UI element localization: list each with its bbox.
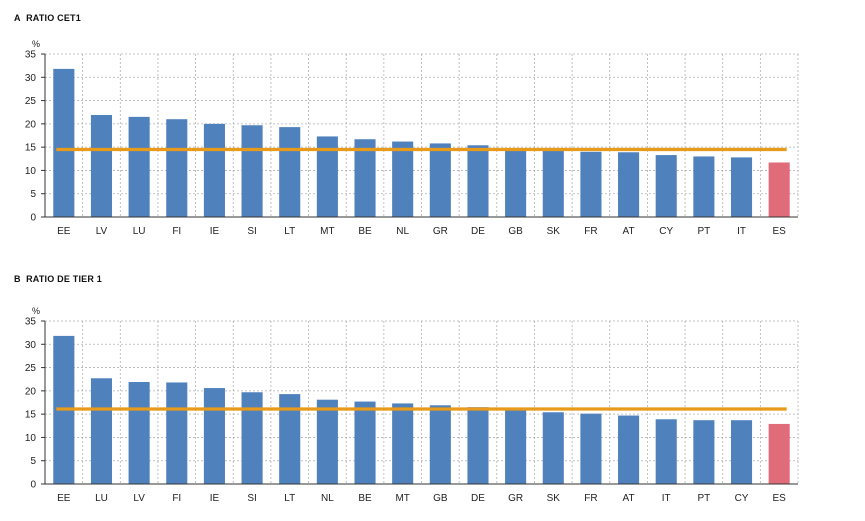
- y-tick-label: 10: [25, 433, 37, 444]
- bar-pt: [693, 420, 715, 484]
- x-tick-label: NL: [321, 493, 334, 504]
- x-tick-label: SI: [247, 226, 256, 237]
- x-tick-label: GR: [508, 493, 523, 504]
- y-tick-label: 15: [25, 143, 37, 154]
- y-tick-label: 35: [25, 50, 37, 61]
- x-tick-label: CY: [659, 226, 673, 237]
- panel-b-title: B RATIO DE TIER 1: [14, 274, 102, 284]
- x-tick-label: LT: [284, 226, 295, 237]
- x-tick-label: GR: [433, 226, 448, 237]
- y-tick-label: 5: [30, 456, 36, 467]
- bar-lv: [128, 382, 150, 484]
- x-tick-label: LU: [95, 493, 108, 504]
- bar-at: [618, 152, 640, 217]
- bar-nl: [316, 399, 338, 484]
- bar-be: [354, 401, 376, 484]
- x-tick-label: SI: [247, 493, 256, 504]
- bar-ie: [203, 388, 225, 484]
- y-tick-label: 30: [25, 340, 37, 351]
- x-tick-label: LV: [96, 226, 108, 237]
- x-tick-label: SK: [547, 493, 561, 504]
- bar-gb: [429, 405, 451, 484]
- x-tick-label: PT: [697, 226, 710, 237]
- y-tick-label: 15: [25, 410, 37, 421]
- x-tick-label: LU: [133, 226, 146, 237]
- x-tick-label: IT: [662, 493, 671, 504]
- x-tick-label: FR: [584, 226, 597, 237]
- panel-a-title: A RATIO CET1: [14, 13, 81, 23]
- y-unit-label: %: [32, 306, 40, 316]
- bar-sk: [542, 412, 564, 484]
- x-tick-label: AT: [623, 226, 635, 237]
- x-tick-label: IE: [210, 493, 220, 504]
- bar-lu: [90, 378, 113, 484]
- bar-lv: [90, 115, 113, 217]
- bar-es: [768, 423, 790, 484]
- bar-fr: [580, 151, 602, 217]
- x-tick-label: ES: [773, 493, 787, 504]
- x-tick-label: GB: [433, 493, 448, 504]
- bar-sk: [542, 149, 564, 217]
- y-tick-label: 25: [25, 363, 37, 374]
- y-tick-label: 10: [25, 166, 37, 177]
- bar-mt: [316, 136, 338, 217]
- x-tick-label: LV: [133, 493, 145, 504]
- bar-fi: [166, 382, 188, 484]
- bar-it: [655, 419, 677, 484]
- bar-lu: [128, 116, 150, 217]
- x-tick-label: DE: [471, 226, 485, 237]
- y-tick-label: 25: [25, 96, 37, 107]
- y-tick-label: 35: [25, 317, 37, 328]
- bar-fi: [166, 119, 188, 217]
- x-tick-label: GB: [508, 226, 523, 237]
- bar-de: [467, 145, 489, 217]
- bar-nl: [392, 141, 414, 217]
- bar-ie: [203, 123, 225, 217]
- bar-gr: [429, 143, 451, 217]
- x-tick-label: BE: [358, 226, 372, 237]
- bar-ee: [53, 68, 75, 217]
- bar-gb: [505, 149, 527, 217]
- y-tick-label: 0: [30, 213, 36, 224]
- x-tick-label: IE: [210, 226, 220, 237]
- bar-it: [730, 157, 753, 217]
- x-tick-label: SK: [547, 226, 561, 237]
- x-tick-label: NL: [396, 226, 409, 237]
- bar-pt: [693, 156, 715, 217]
- bar-at: [618, 415, 640, 484]
- bar-si: [241, 392, 263, 484]
- x-tick-label: AT: [623, 493, 635, 504]
- x-tick-label: FI: [172, 493, 181, 504]
- x-tick-label: DE: [471, 493, 485, 504]
- x-tick-label: FR: [584, 493, 597, 504]
- bar-de: [467, 407, 489, 484]
- x-tick-label: ES: [773, 226, 787, 237]
- y-tick-label: 20: [25, 119, 37, 130]
- y-tick-label: 20: [25, 386, 37, 397]
- bar-es: [768, 162, 790, 217]
- x-tick-label: BE: [358, 493, 372, 504]
- x-tick-label: CY: [735, 493, 749, 504]
- x-tick-label: PT: [697, 493, 710, 504]
- bar-cy: [730, 420, 753, 484]
- y-unit-label: %: [32, 39, 40, 49]
- bar-lt: [279, 394, 301, 484]
- y-tick-label: 30: [25, 73, 37, 84]
- x-tick-label: IT: [737, 226, 746, 237]
- x-tick-label: MT: [320, 226, 334, 237]
- bar-gr: [505, 409, 527, 484]
- x-tick-label: MT: [395, 493, 409, 504]
- bar-fr: [580, 413, 602, 484]
- y-tick-label: 5: [30, 189, 36, 200]
- bar-mt: [392, 403, 414, 484]
- x-tick-label: EE: [57, 226, 71, 237]
- bar-cy: [655, 155, 677, 217]
- x-tick-label: EE: [57, 493, 71, 504]
- bar-be: [354, 139, 376, 217]
- x-tick-label: LT: [284, 493, 295, 504]
- y-tick-label: 0: [30, 480, 36, 491]
- x-tick-label: FI: [172, 226, 181, 237]
